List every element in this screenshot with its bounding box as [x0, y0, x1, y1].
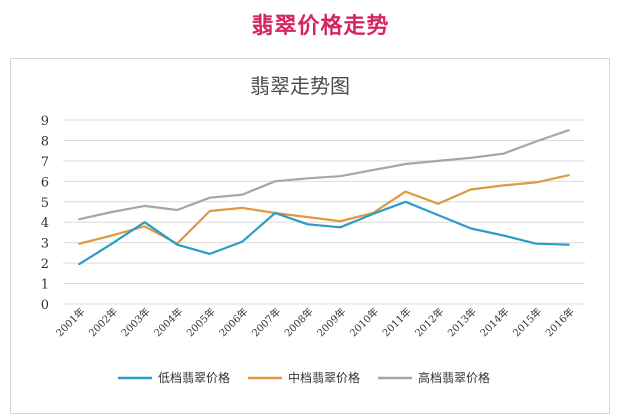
- y-tick-label: 8: [41, 134, 49, 149]
- x-tick-label: 2013年: [445, 305, 479, 339]
- page-title: 翡翠价格走势: [251, 14, 390, 39]
- y-tick-label: 7: [41, 155, 49, 170]
- y-tick-label: 4: [41, 216, 49, 231]
- x-tick-label: 2010年: [347, 305, 381, 339]
- y-axis: 0 1 2 3 4 5 6 7 8 9: [41, 114, 49, 313]
- legend-label: 低档翡翠价格: [158, 370, 230, 385]
- y-tick-label: 1: [41, 278, 49, 293]
- x-tick-label: 2006年: [216, 305, 250, 339]
- series-line-2: [78, 129, 570, 221]
- y-tick-label: 9: [41, 114, 49, 129]
- x-tick-label: 2008年: [282, 305, 316, 339]
- legend-label: 高档翡翠价格: [418, 370, 490, 385]
- legend-label: 中档翡翠价格: [288, 370, 360, 385]
- x-tick-label: 2014年: [477, 305, 511, 339]
- x-tick-label: 2001年: [53, 305, 87, 339]
- y-tick-label: 0: [41, 298, 49, 313]
- x-tick-label: 2007年: [249, 305, 283, 339]
- x-tick-label: 2012年: [412, 305, 446, 339]
- y-tick-label: 3: [41, 237, 49, 252]
- x-tick-label: 2011年: [379, 305, 413, 339]
- x-tick-label: 2005年: [184, 305, 218, 339]
- series-line-0: [78, 200, 570, 266]
- x-axis: 2001年 2002年 2003年 2004年 2005年 2006年 2007年 2008年…: [53, 305, 577, 339]
- chart-title: 翡翠走势图: [250, 74, 350, 98]
- legend: 低档翡翠价格 中档翡翠价格 高档翡翠价格: [118, 370, 490, 385]
- y-tick-label: 2: [41, 257, 49, 272]
- series-lines: [78, 129, 570, 266]
- series-line-1: [78, 174, 570, 245]
- x-tick-label: 2015年: [510, 305, 544, 339]
- x-tick-label: 2004年: [151, 305, 185, 339]
- y-tick-label: 5: [41, 196, 49, 211]
- x-tick-label: 2002年: [86, 305, 120, 339]
- x-tick-label: 2016年: [543, 305, 577, 339]
- y-tick-label: 6: [41, 175, 49, 190]
- grid-lines: [63, 119, 585, 305]
- x-tick-label: 2009年: [314, 305, 348, 339]
- x-tick-label: 2003年: [118, 305, 152, 339]
